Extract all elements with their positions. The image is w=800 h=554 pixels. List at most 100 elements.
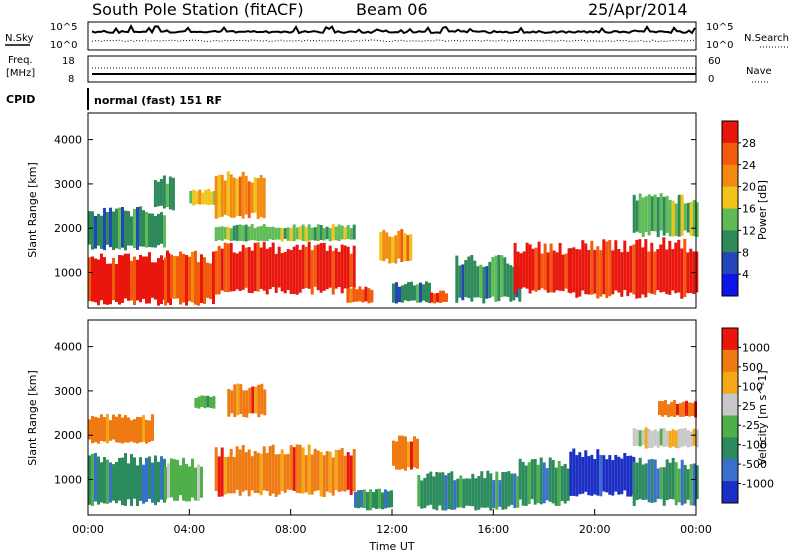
velocity-cell	[665, 430, 669, 447]
velocity-cell	[283, 454, 287, 493]
velocity-colorbar-swatch	[722, 415, 738, 438]
velocity-cell	[670, 402, 673, 417]
velocity-cell	[145, 457, 148, 502]
power-cell	[665, 249, 669, 295]
velocity-cell	[581, 457, 585, 494]
velocity-cell	[242, 390, 246, 417]
power-cell	[200, 254, 203, 303]
power-region-13	[513, 241, 571, 295]
velocity-region-8	[417, 470, 520, 511]
power-cell	[313, 227, 317, 241]
power-cell	[235, 253, 239, 290]
velocity-cell	[407, 441, 410, 468]
power-cell	[543, 243, 547, 290]
velocity-cell	[620, 458, 624, 495]
power-region-7	[214, 224, 356, 242]
velocity-cell	[416, 438, 419, 469]
velocity-cell	[507, 471, 511, 507]
velocity-cell	[310, 454, 314, 495]
power-cell	[167, 252, 170, 301]
power-cell	[319, 243, 323, 293]
velocity-cell	[453, 480, 457, 510]
velocity-cell	[118, 457, 121, 501]
power-cell	[653, 251, 657, 295]
velocity-cell	[566, 468, 570, 501]
velocity-region-7	[392, 435, 419, 471]
power-cell	[271, 242, 275, 287]
power-cell	[259, 175, 263, 218]
time-tick-2: 08:00	[275, 523, 307, 536]
velocity-cell	[127, 463, 130, 500]
power-cell	[88, 257, 91, 302]
velocity-colorbar-swatch	[722, 393, 738, 416]
velocity-cell	[653, 429, 657, 446]
velocity-cell	[602, 455, 606, 492]
velocity-cell	[650, 459, 654, 503]
power-cell	[479, 264, 483, 298]
power-cell	[569, 248, 573, 294]
power-cell	[358, 286, 362, 302]
velocity-ytick-1000: 1000	[54, 474, 82, 487]
power-cell	[277, 246, 281, 288]
velocity-cell	[501, 472, 505, 510]
velocity-cell	[629, 455, 633, 497]
power-cell	[641, 197, 645, 237]
power-cell	[226, 226, 230, 240]
velocity-cell	[209, 397, 213, 408]
velocity-cell	[548, 457, 552, 502]
velocity-cell	[521, 462, 525, 506]
time-axis-label: Time UT	[368, 540, 414, 553]
power-cell	[605, 241, 609, 299]
power-cell	[130, 216, 133, 246]
velocity-cell	[644, 463, 648, 500]
velocity-cell	[635, 429, 639, 446]
velocity-cell	[251, 386, 255, 414]
velocity-cell	[148, 456, 151, 499]
velocity-cell	[465, 478, 469, 506]
power-cell	[620, 252, 624, 297]
velocity-cell	[191, 458, 194, 498]
power-cell	[268, 247, 272, 290]
power-colorbar-tick: 24	[742, 159, 756, 172]
power-cell	[596, 246, 600, 299]
power-region-0	[88, 250, 172, 306]
velocity-cell	[372, 491, 375, 508]
power-cell	[232, 177, 236, 218]
power-cell	[247, 247, 251, 293]
power-cell	[629, 245, 633, 293]
power-cell	[516, 251, 520, 290]
velocity-cell	[679, 403, 682, 417]
velocity-region-6	[354, 488, 393, 511]
power-data	[88, 171, 699, 306]
power-cell	[509, 265, 513, 302]
velocity-colorbar-swatch	[722, 371, 738, 395]
velocity-cell	[121, 457, 124, 506]
velocity-cell	[673, 399, 676, 417]
beam-label: Beam 06	[356, 0, 428, 19]
power-cell	[439, 290, 442, 303]
velocity-cell	[644, 427, 648, 449]
velocity-cell	[91, 415, 94, 444]
velocity-cell	[277, 454, 281, 495]
power-colorbar-swatch	[722, 252, 738, 275]
power-cell	[398, 286, 401, 303]
velocity-cell	[214, 447, 218, 491]
velocity-cell	[650, 431, 654, 448]
velocity-cell	[307, 444, 311, 495]
power-cell	[485, 266, 489, 299]
velocity-cell	[167, 463, 170, 498]
power-cell	[644, 239, 648, 298]
n-search-tick-bottom: 10^0	[706, 40, 733, 51]
velocity-cell	[115, 416, 118, 443]
velocity-cell	[683, 428, 687, 446]
power-cell	[617, 249, 621, 293]
power-cell	[337, 224, 341, 241]
power-cell	[593, 249, 597, 294]
power-cell	[528, 244, 532, 294]
power-cell	[207, 188, 211, 205]
power-cell	[142, 210, 145, 247]
velocity-cell	[121, 417, 124, 444]
power-cell	[422, 284, 425, 301]
velocity-cell	[692, 463, 696, 506]
velocity-cell	[253, 451, 257, 493]
